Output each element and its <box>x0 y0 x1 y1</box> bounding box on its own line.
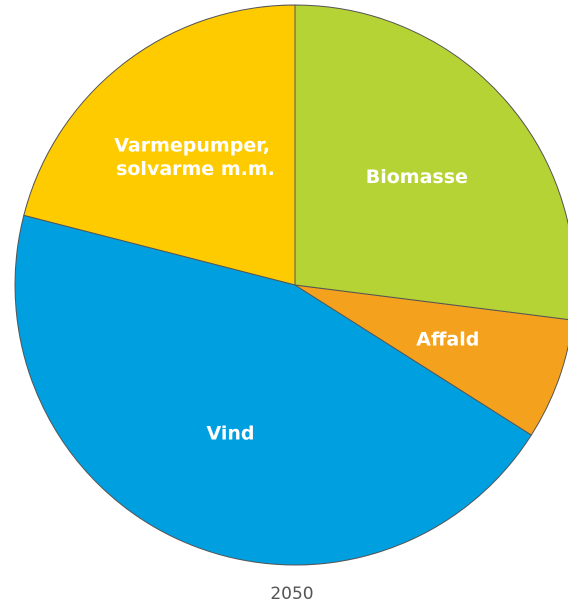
slice-label: Biomasse <box>366 166 468 188</box>
pie-slice <box>294 284 568 436</box>
slice-label: Vind <box>206 423 254 445</box>
slice-label: Affald <box>416 329 479 351</box>
pie-slice <box>294 4 568 320</box>
chart-title: 2050 <box>270 584 313 604</box>
pie-slice <box>23 4 296 286</box>
pie-slice <box>14 214 533 566</box>
slice-label: Varmepumper, solvarme m.m. <box>114 134 276 180</box>
